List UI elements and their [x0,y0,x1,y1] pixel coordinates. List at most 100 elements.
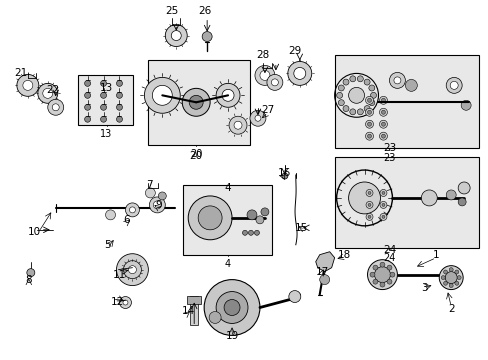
Polygon shape [315,252,334,272]
Circle shape [349,76,355,82]
Text: 3: 3 [420,283,427,293]
Circle shape [381,134,385,138]
Circle shape [379,262,384,267]
Circle shape [379,213,386,220]
Circle shape [374,267,389,283]
Circle shape [357,109,363,115]
Circle shape [457,182,469,194]
Circle shape [367,215,370,219]
Circle shape [367,98,371,102]
Text: 18: 18 [337,250,350,260]
Circle shape [84,116,90,122]
Bar [334,55,478,148]
Circle shape [48,99,63,115]
Circle shape [372,265,377,270]
Text: 13: 13 [100,84,113,93]
Text: 19: 19 [225,332,238,341]
Text: 14: 14 [181,306,194,316]
Circle shape [381,203,384,206]
Circle shape [444,272,456,284]
Circle shape [228,116,246,134]
Circle shape [379,108,386,116]
Circle shape [222,89,234,101]
Circle shape [27,269,35,276]
Circle shape [216,292,247,323]
Circle shape [456,276,460,280]
Circle shape [381,110,385,114]
Circle shape [152,85,172,105]
Circle shape [246,210,256,220]
Circle shape [203,280,260,336]
Text: 15: 15 [295,223,308,233]
Circle shape [129,207,135,213]
Text: 9: 9 [155,200,162,210]
Text: 11: 11 [113,270,126,280]
Circle shape [449,81,457,89]
Circle shape [116,104,122,110]
Circle shape [389,272,394,277]
Circle shape [116,80,122,86]
Circle shape [365,96,373,104]
Circle shape [457,198,465,206]
Circle shape [446,190,455,200]
Circle shape [386,279,391,284]
Text: 4: 4 [224,183,231,193]
Circle shape [101,80,106,86]
Circle shape [38,84,58,103]
Bar [78,75,133,125]
Circle shape [116,254,148,285]
Text: 24: 24 [382,245,395,255]
Text: 13: 13 [100,129,112,139]
Circle shape [248,230,253,235]
Circle shape [281,173,287,179]
Circle shape [388,72,405,88]
Circle shape [242,230,247,235]
Circle shape [379,96,386,104]
Bar [190,296,198,325]
Text: 27: 27 [261,105,274,115]
Circle shape [182,88,210,116]
Text: 6: 6 [123,215,129,225]
Circle shape [367,260,397,289]
Text: 16: 16 [278,168,291,178]
Circle shape [366,213,372,220]
Circle shape [105,210,115,220]
Circle shape [379,189,386,197]
Circle shape [364,79,369,85]
Circle shape [125,203,139,217]
Text: 23: 23 [383,153,395,163]
Circle shape [342,79,348,85]
Circle shape [336,92,342,98]
Circle shape [342,105,348,112]
Circle shape [293,67,305,80]
Circle shape [84,104,90,110]
Circle shape [254,66,274,85]
Circle shape [443,270,447,274]
Text: 29: 29 [287,45,301,55]
Circle shape [367,192,370,194]
Text: 7: 7 [146,180,152,190]
Text: 26: 26 [198,6,211,15]
Circle shape [17,75,39,96]
Circle shape [367,134,371,138]
Circle shape [379,120,386,128]
Circle shape [448,268,452,272]
Circle shape [366,189,372,197]
Circle shape [119,297,131,309]
Circle shape [381,122,385,126]
Text: 1: 1 [432,250,439,260]
Circle shape [158,192,166,200]
Circle shape [249,110,265,126]
Circle shape [224,300,240,315]
Circle shape [454,270,458,274]
Bar [148,60,249,145]
Circle shape [386,265,391,270]
Circle shape [460,100,470,110]
Circle shape [379,282,384,287]
Circle shape [367,122,371,126]
Circle shape [198,206,222,230]
Text: 4: 4 [224,259,231,269]
Circle shape [189,95,203,109]
Circle shape [366,201,372,208]
Circle shape [153,201,161,209]
